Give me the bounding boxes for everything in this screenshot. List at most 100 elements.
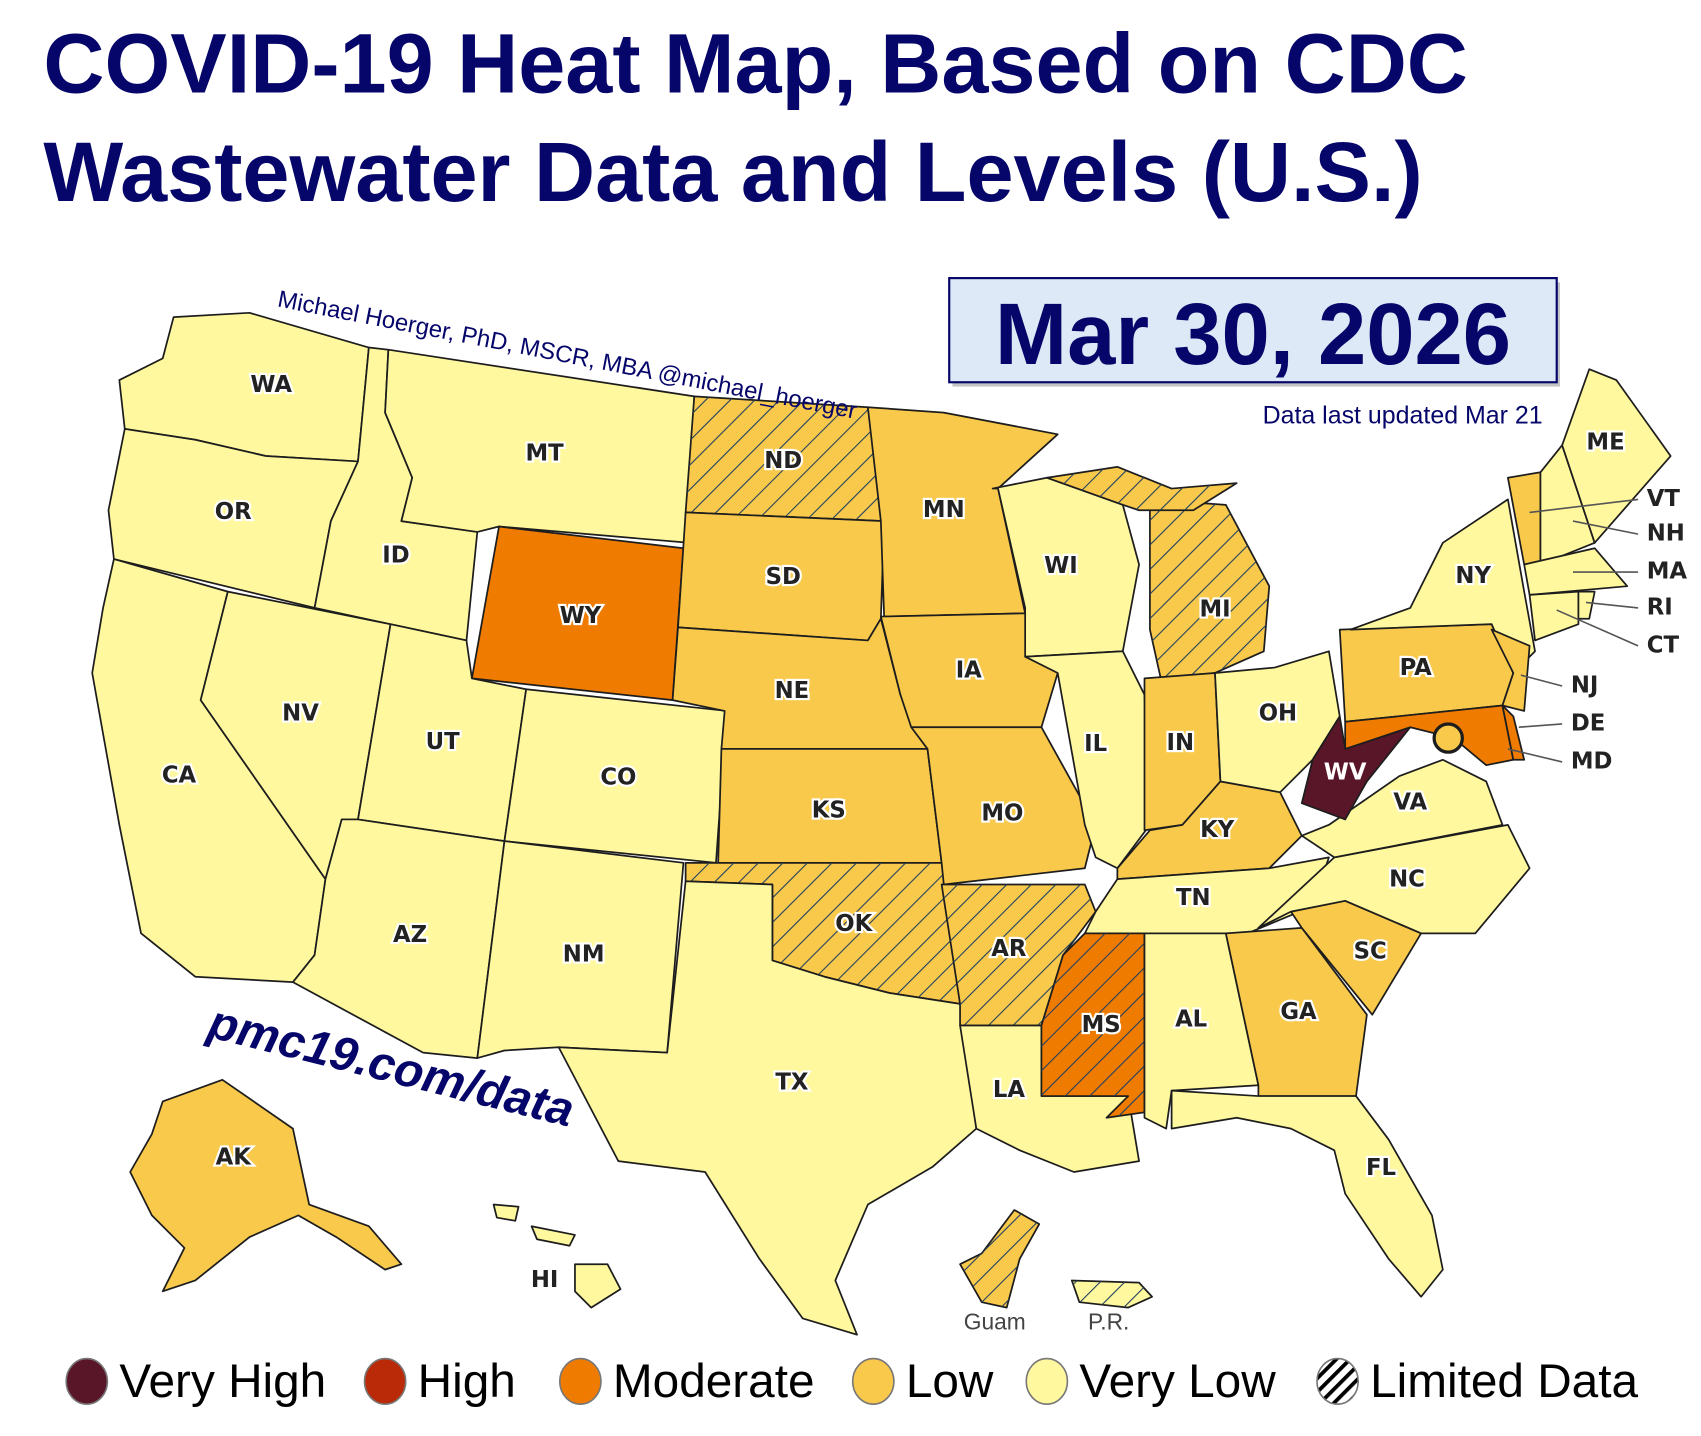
state-label-vt: VT — [1647, 486, 1681, 512]
legend-item-very-high: Very High — [65, 1355, 326, 1408]
state-label-in: IN — [1167, 730, 1195, 756]
date-box: Mar 30, 2026 — [948, 277, 1560, 387]
state-label-ms: MS — [1082, 1012, 1121, 1038]
limited-data-hatch — [941, 884, 1096, 1026]
leader-line — [1556, 609, 1639, 647]
state-label-nc: NC — [1389, 867, 1425, 893]
state-label-fl: FL — [1366, 1155, 1396, 1181]
state-label-al: AL — [1175, 1007, 1207, 1033]
state-label-pa: PA — [1400, 655, 1433, 681]
state-hi[interactable] — [574, 1263, 622, 1309]
legend-label: High — [418, 1355, 516, 1408]
limited-data-hatch — [1149, 499, 1270, 679]
leader-line — [1518, 723, 1563, 729]
state-label-ne: NE — [775, 678, 810, 704]
state-label-ky: KY — [1200, 817, 1235, 843]
state-label-ri: RI — [1647, 594, 1673, 620]
state-ct[interactable] — [1528, 590, 1580, 642]
state-label-wa: WA — [250, 372, 292, 398]
leader-line — [1572, 520, 1639, 535]
state-labels: WA OR CA NV ID MT WY UT CO AZ NM ND SD NE KS OK TX MN IA MO… — [160, 370, 1688, 1334]
limited-data-hatch — [1046, 466, 1237, 511]
state-label-md: MD — [1571, 748, 1613, 774]
state-label-tn: TN — [1176, 885, 1211, 911]
state-label-sc: SC — [1354, 938, 1387, 964]
state-label-va: VA — [1393, 790, 1427, 816]
leader-line — [1507, 748, 1563, 763]
state-label-nd: ND — [764, 448, 802, 474]
legend-label: Low — [906, 1355, 994, 1408]
leader-line — [1585, 601, 1639, 609]
state-label-ca: CA — [162, 763, 197, 789]
state-label-wi: WI — [1044, 553, 1078, 579]
legend-label: Very Low — [1079, 1355, 1276, 1408]
state-tx[interactable] — [557, 880, 978, 1336]
legend-swatch — [1316, 1357, 1360, 1405]
state-label-mn: MN — [923, 497, 965, 523]
state-de[interactable] — [1501, 704, 1526, 761]
state-label-wy: WY — [560, 603, 602, 629]
legend-item-high: High — [363, 1355, 516, 1408]
legend-swatch — [851, 1357, 895, 1405]
state-hi[interactable] — [530, 1225, 576, 1247]
legend-label: Very High — [119, 1355, 326, 1408]
legend-item-low: Low — [851, 1355, 994, 1408]
state-label-nh: NH — [1647, 521, 1685, 547]
state-label-me: ME — [1586, 429, 1624, 455]
state-label-az: AZ — [393, 922, 427, 948]
state-me[interactable] — [1561, 368, 1672, 544]
state-label-hi: HI — [531, 1267, 559, 1293]
state-mo[interactable] — [910, 726, 1097, 886]
legend-label: Moderate — [613, 1355, 815, 1408]
title-line-1: COVID-19 Heat Map, Based on CDC — [43, 16, 1468, 111]
state-label-ga: GA — [1280, 999, 1317, 1025]
state-label-ut: UT — [426, 729, 460, 755]
limited-data-hatch — [685, 396, 885, 522]
state-fl[interactable] — [1170, 1089, 1444, 1298]
state-label-ak: AK — [216, 1144, 253, 1170]
legend-swatch — [1025, 1357, 1069, 1405]
state-label-mo: MO — [981, 801, 1023, 827]
state-label-ok: OK — [835, 911, 873, 937]
state-label-oh: OH — [1259, 701, 1297, 727]
state-label-ct: CT — [1647, 632, 1680, 658]
state-label-sd: SD — [766, 564, 801, 590]
state-label-de: DE — [1571, 710, 1605, 736]
states-layer — [91, 311, 1672, 1336]
leader-line — [1529, 498, 1639, 514]
state-label-nv: NV — [282, 701, 319, 727]
state-label-mi: MI — [1199, 597, 1230, 623]
legend-swatch — [363, 1357, 407, 1405]
state-label-id: ID — [382, 542, 409, 568]
territory-label-pr: P.R. — [1088, 1308, 1129, 1334]
state-label-ks: KS — [812, 797, 846, 823]
state-label-wv: WV — [1324, 759, 1367, 785]
legend-item-very-low: Very Low — [1025, 1355, 1276, 1408]
state-label-ma: MA — [1647, 559, 1688, 585]
title-line-2: Wastewater Data and Levels (U.S.) — [43, 124, 1422, 219]
state-label-il: IL — [1084, 731, 1107, 757]
legend: Very High High Moderate Low Very Low Limited … — [65, 1355, 1638, 1408]
state-ak[interactable] — [129, 1078, 403, 1293]
state-label-mt: MT — [525, 440, 564, 466]
state-hi[interactable] — [492, 1203, 520, 1222]
state-label-la: LA — [993, 1077, 1026, 1103]
dc-marker[interactable] — [1432, 722, 1464, 754]
state-nj[interactable] — [1490, 628, 1531, 712]
legend-item-moderate: Moderate — [558, 1355, 815, 1408]
state-label-ia: IA — [956, 657, 982, 683]
limited-data-hatch — [1041, 933, 1145, 1118]
state-label-nm: NM — [563, 942, 605, 968]
legend-label: Limited Data — [1370, 1355, 1638, 1408]
limited-data-hatch — [1071, 1280, 1153, 1308]
state-label-co: CO — [600, 765, 636, 791]
legend-item-limited: Limited Data — [1316, 1355, 1638, 1408]
leader-line — [1520, 674, 1563, 687]
limited-data-hatch — [960, 1209, 1040, 1308]
state-ri[interactable] — [1577, 590, 1596, 620]
state-label-or: OR — [215, 499, 252, 525]
territory-label-guam: Guam — [964, 1308, 1026, 1334]
state-label-tx: TX — [775, 1070, 809, 1096]
state-wv[interactable] — [1300, 715, 1412, 821]
